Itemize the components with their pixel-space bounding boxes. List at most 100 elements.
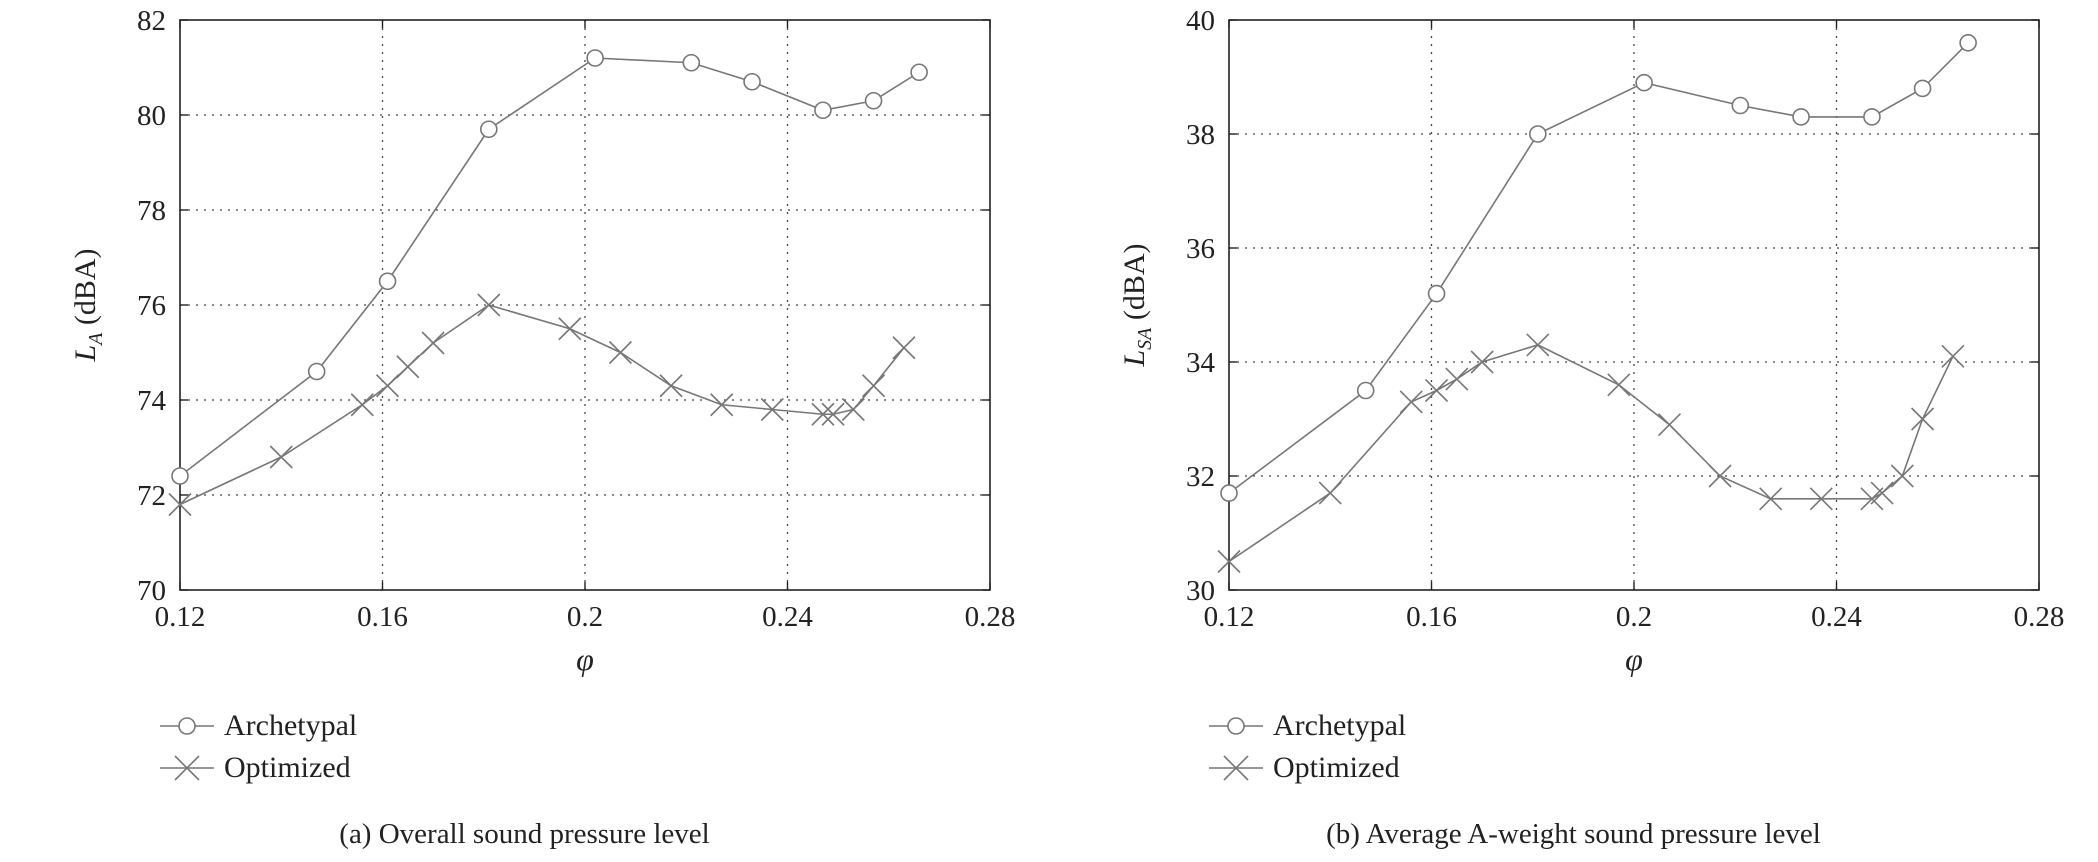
- legend-label-optimized: Optimized: [1273, 751, 1400, 784]
- x-marker-stroke: [1890, 464, 1914, 488]
- data-point-archetypal: [1913, 79, 1932, 98]
- data-point-optimized: [1445, 367, 1469, 391]
- x-marker-stroke: [168, 492, 192, 517]
- data-point-optimized: [1910, 407, 1935, 431]
- data-point-optimized: [421, 331, 445, 355]
- x-marker-stroke: [811, 402, 835, 426]
- y-tick-label: 32: [1186, 461, 1215, 493]
- x-marker-stroke: [1470, 350, 1494, 374]
- data-point-optimized: [1526, 333, 1550, 357]
- chart-b-caption: (b) Average A-weight sound pressure leve…: [1326, 818, 1821, 850]
- y-tick-label: 30: [1186, 575, 1215, 607]
- x-marker-stroke: [659, 374, 683, 398]
- data-point-optimized: [1318, 481, 1342, 505]
- x-marker-stroke: [558, 317, 582, 341]
- data-point-optimized: [269, 445, 293, 469]
- data-point-archetypal: [1427, 284, 1446, 303]
- data-point-optimized: [375, 374, 400, 398]
- data-point-optimized: [1708, 464, 1732, 488]
- data-point-archetypal: [1356, 381, 1375, 400]
- x-marker-stroke: [1657, 413, 1682, 437]
- data-point-optimized: [477, 293, 501, 317]
- x-tick-label: 0.16: [1406, 601, 1457, 633]
- data-point-archetypal: [682, 53, 701, 72]
- y-axis-label-unit: (dBA): [69, 248, 102, 332]
- y-tick-label: 38: [1186, 119, 1215, 151]
- data-point-archetypal: [307, 362, 326, 381]
- y-tick-label: 80: [137, 100, 166, 132]
- data-point-archetypal: [1635, 73, 1653, 92]
- x-marker-stroke: [821, 402, 845, 426]
- x-axis-label: φ: [1625, 641, 1643, 677]
- data-point-archetypal: [910, 63, 928, 82]
- x-marker-stroke: [861, 374, 886, 398]
- x-marker-icon: [1209, 755, 1263, 781]
- data-point-archetypal: [1959, 33, 1977, 52]
- y-axis-label-sub: A: [85, 332, 107, 347]
- data-point-optimized: [608, 340, 633, 365]
- x-marker-stroke: [477, 293, 501, 317]
- x-marker-stroke: [396, 355, 420, 379]
- y-axis-label: LA (dBA): [69, 248, 107, 362]
- y-axis-label-main: L: [69, 345, 102, 363]
- x-marker-stroke: [1445, 367, 1469, 391]
- x-marker-stroke: [1910, 407, 1935, 431]
- x-marker-stroke: [1399, 390, 1423, 414]
- x-marker-stroke: [1759, 487, 1783, 511]
- legend-label-archetypal: Archetypal: [1273, 709, 1407, 742]
- x-marker-stroke: [1860, 487, 1884, 511]
- series-line-archetypal: [179, 57, 920, 477]
- data-point-archetypal: [814, 101, 832, 120]
- circle-marker-icon: [160, 717, 214, 735]
- chart-b-plot: 0.12 0.16 0.2 0.24 0.28 30 32 34 36 38 40 φ LSA (dBA…: [1118, 5, 2064, 677]
- x-marker-icon: [160, 755, 214, 781]
- y-axis-label: LSA (dBA): [1118, 243, 1156, 367]
- x-marker-stroke: [1870, 481, 1894, 505]
- data-point-optimized: [1217, 549, 1241, 574]
- x-marker-stroke: [1809, 487, 1833, 511]
- y-tick-label: 76: [137, 290, 166, 322]
- data-point-optimized: [760, 397, 784, 422]
- x-tick-label: 0.2: [1616, 601, 1652, 633]
- y-tick-label: 74: [137, 385, 167, 417]
- legend-label-archetypal: Archetypal: [224, 709, 358, 742]
- data-point-optimized: [1860, 487, 1884, 511]
- circle-marker-icon: [1209, 717, 1263, 735]
- y-tick-label: 36: [1186, 233, 1215, 265]
- x-marker-stroke: [841, 397, 865, 422]
- data-point-archetypal: [864, 91, 883, 110]
- y-tick-label: 70: [137, 575, 166, 607]
- chart-b-legend: Archetypal Optimized: [1209, 705, 1406, 789]
- x-marker-stroke: [375, 374, 400, 398]
- data-point-optimized: [1470, 350, 1494, 374]
- data-point-optimized: [1870, 481, 1894, 505]
- data-point-archetypal: [1792, 108, 1810, 126]
- chart-a-caption: (a) Overall sound pressure level: [339, 818, 710, 850]
- x-axis-label: φ: [576, 641, 594, 677]
- data-point-optimized: [841, 397, 865, 422]
- series-line-optimized: [179, 304, 905, 506]
- data-point-optimized: [1607, 373, 1631, 397]
- series-line-archetypal: [1228, 42, 1969, 494]
- x-tick-label: 0.24: [1811, 601, 1862, 633]
- data-point-archetypal: [480, 120, 498, 139]
- y-axis-label-unit: (dBA): [1118, 243, 1151, 327]
- x-tick-label: 0.2: [567, 601, 603, 633]
- data-point-optimized: [350, 393, 374, 417]
- legend-item-optimized: Optimized: [160, 747, 357, 789]
- x-marker-stroke: [1607, 373, 1631, 397]
- legend-item-optimized: Optimized: [1209, 747, 1406, 789]
- x-marker-stroke: [760, 397, 784, 422]
- legend-item-archetypal: Archetypal: [160, 705, 357, 747]
- x-marker-stroke: [1708, 464, 1732, 488]
- x-marker-stroke: [710, 393, 734, 417]
- data-point-archetypal: [1863, 108, 1881, 126]
- x-marker-stroke: [1318, 481, 1342, 505]
- data-point-optimized: [1399, 390, 1423, 414]
- chart-a-plot: 0.12 0.16 0.2 0.24 0.28 70 72 74 76 78 80 82 φ LA (dB…: [69, 5, 1015, 677]
- chart-a-legend: Archetypal Optimized: [160, 705, 357, 789]
- data-point-optimized: [811, 402, 835, 426]
- x-marker-stroke: [1424, 378, 1449, 403]
- x-marker-stroke: [421, 331, 445, 355]
- data-point-optimized: [710, 393, 734, 417]
